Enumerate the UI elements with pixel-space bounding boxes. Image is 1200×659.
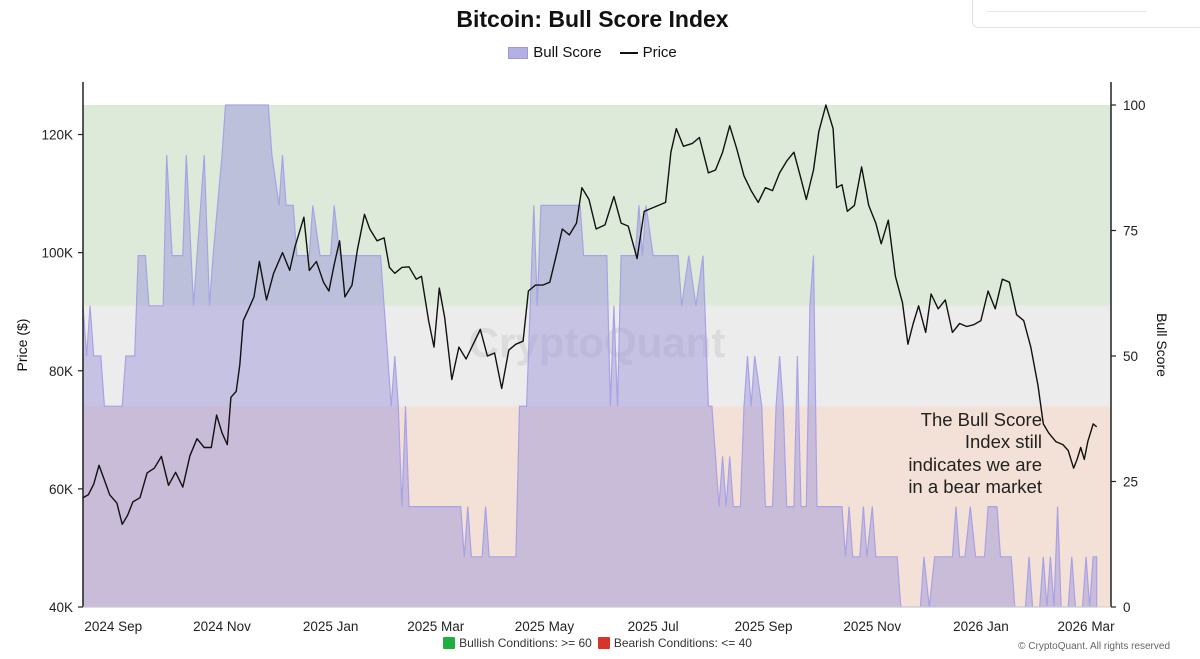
price-swatch bbox=[619, 51, 638, 54]
y-left-tick-label: 60K bbox=[49, 482, 73, 497]
x-ticks: 2024 Sep 2024 Nov 2025 Jan 2025 Mar 2025 May… bbox=[84, 619, 1115, 634]
footer-bullish-item: Bullish Conditions: >= 60 bbox=[443, 636, 592, 650]
annotation-line-1: The Bull Score bbox=[921, 409, 1042, 430]
footer-bullish-label: Bullish Conditions: >= 60 bbox=[459, 636, 592, 650]
overlay-panel-row bbox=[987, 0, 1147, 12]
annotation-line-2: Index still bbox=[965, 431, 1042, 452]
legend-item-bull-score[interactable]: Bull Score bbox=[508, 44, 602, 61]
x-tick-label: 2025 May bbox=[515, 619, 575, 634]
x-tick-label: 2025 Nov bbox=[843, 619, 901, 634]
footer-bearish-label: Bearish Conditions: <= 40 bbox=[613, 636, 752, 650]
y-right-tick-label: 25 bbox=[1123, 475, 1138, 490]
x-tick-label: 2025 Mar bbox=[407, 619, 465, 634]
x-tick-label: 2026 Jan bbox=[953, 619, 1009, 634]
y-right-tick-label: 0 bbox=[1123, 600, 1131, 615]
chart-legend: Bull Score Price bbox=[0, 44, 1185, 61]
y-left-tick-label: 80K bbox=[49, 364, 73, 379]
bull-score-swatch bbox=[508, 46, 529, 59]
y-right-ticks: 0 25 50 75 100 bbox=[1111, 98, 1146, 615]
y-left-tick-label: 100K bbox=[41, 246, 73, 261]
y-left-ticks: 40K 60K 80K 100K 120K bbox=[41, 128, 83, 615]
bearish-square-icon bbox=[597, 637, 610, 649]
x-tick-label: 2025 Jul bbox=[628, 619, 679, 634]
annotation-line-3: indicates we are bbox=[908, 454, 1042, 475]
bullish-square-icon bbox=[443, 637, 456, 649]
x-tick-label: 2025 Jan bbox=[303, 619, 359, 634]
x-tick-label: 2026 Mar bbox=[1058, 619, 1116, 634]
y-left-tick-label: 120K bbox=[41, 128, 73, 143]
x-tick-label: 2025 Sep bbox=[735, 619, 793, 634]
x-tick-label: 2024 Nov bbox=[193, 619, 251, 634]
bull-score-area bbox=[82, 104, 1098, 608]
footer-legend: Bullish Conditions: >= 60 Bearish Condit… bbox=[0, 636, 1195, 650]
legend-label-bull-score: Bull Score bbox=[533, 44, 602, 61]
price-line bbox=[82, 104, 1098, 525]
footer-bearish-item: Bearish Conditions: <= 40 bbox=[597, 636, 752, 650]
annotation-line-4: in a bear market bbox=[908, 476, 1042, 497]
y-right-tick-label: 50 bbox=[1123, 349, 1138, 364]
x-tick-label: 2024 Sep bbox=[84, 619, 142, 634]
copyright-credit: © CryptoQuant. All rights reserved bbox=[1018, 641, 1170, 652]
y-right-axis-title: Bull Score bbox=[1154, 313, 1170, 377]
y-right-tick-label: 100 bbox=[1123, 98, 1146, 113]
legend-item-price[interactable]: Price bbox=[619, 44, 677, 61]
y-right-tick-label: 75 bbox=[1123, 224, 1138, 239]
chart-title: Bitcoin: Bull Score Index bbox=[456, 6, 729, 32]
y-left-tick-label: 40K bbox=[49, 600, 73, 615]
y-left-axis-title: Price ($) bbox=[14, 319, 30, 372]
overlay-panel-edge bbox=[972, 0, 1200, 28]
annotation-text: The Bull Score Index still indicates we … bbox=[908, 409, 1042, 497]
legend-label-price: Price bbox=[642, 44, 677, 61]
